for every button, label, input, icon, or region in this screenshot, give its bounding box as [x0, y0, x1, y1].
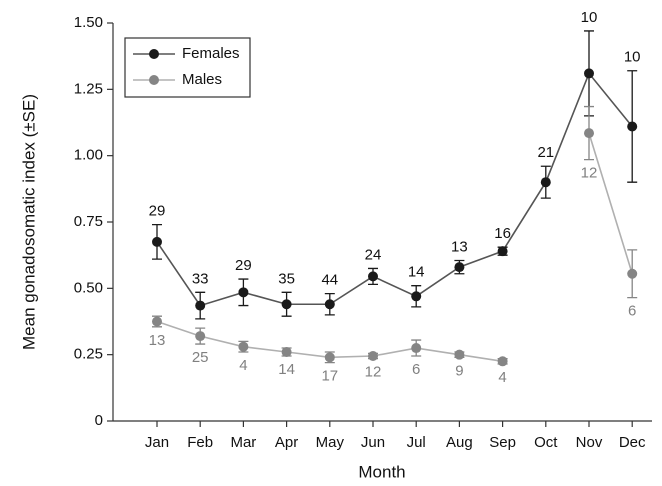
series-line [156, 132, 633, 363]
x-tick-label: Dec [619, 434, 646, 451]
data-point [627, 121, 638, 132]
y-tick-label: 1.00 [74, 147, 103, 164]
x-tick-label: Jan [145, 434, 169, 451]
legend-label: Males [182, 71, 222, 88]
sample-size-label: 21 [537, 144, 554, 161]
legend-box [124, 37, 251, 98]
sample-size-label: 25 [192, 349, 209, 366]
sample-size-label: 29 [235, 257, 252, 274]
sample-size-label: 16 [494, 225, 511, 242]
y-tick-label: 0.50 [74, 279, 103, 296]
x-tick-label: Nov [576, 434, 603, 451]
sample-size-label: 10 [581, 9, 598, 26]
y-tick-label: 0.75 [74, 213, 103, 230]
legend-marker [149, 75, 159, 85]
y-axis-label: Mean gonadosomatic index (±SE) [19, 94, 38, 350]
data-point [195, 331, 206, 342]
sample-size-label: 44 [321, 272, 338, 289]
data-point [411, 343, 422, 354]
data-point [454, 349, 465, 360]
x-tick-label: Apr [275, 434, 298, 451]
data-point [324, 352, 335, 363]
series-line [156, 71, 633, 307]
data-point [584, 128, 594, 139]
x-tick-label: Jul [407, 434, 426, 451]
y-tick-label: 1.25 [74, 80, 103, 97]
data-point [497, 246, 508, 257]
data-point [195, 300, 206, 311]
data-point [454, 262, 465, 273]
legend-label: Females [182, 45, 240, 62]
data-point [584, 68, 594, 79]
data-point [281, 299, 292, 310]
data-point [152, 236, 162, 247]
sample-size-label: 33 [192, 270, 209, 287]
sample-size-label: 29 [149, 203, 166, 220]
data-point [497, 356, 508, 367]
sample-size-label: 24 [365, 246, 382, 263]
data-point [238, 287, 249, 298]
sample-size-label: 14 [408, 264, 425, 281]
x-tick-label: Feb [187, 434, 213, 451]
x-tick-label: Jun [361, 434, 385, 451]
sample-size-label: 4 [239, 357, 247, 374]
sample-size-label: 12 [365, 364, 382, 381]
sample-size-label: 9 [455, 362, 463, 379]
data-point [540, 177, 551, 188]
data-point [281, 347, 292, 358]
x-tick-label: Aug [446, 434, 473, 451]
sample-size-label: 13 [149, 332, 166, 349]
sample-size-label: 6 [412, 361, 420, 378]
sample-size-label: 13 [451, 238, 468, 255]
x-tick-label: Mar [230, 434, 256, 451]
data-point [627, 268, 638, 279]
data-point [411, 291, 422, 302]
data-point [368, 271, 378, 282]
sample-size-label: 14 [278, 361, 295, 378]
data-point [238, 341, 249, 352]
y-tick-label: 1.50 [74, 14, 103, 31]
sample-size-label: 4 [498, 369, 506, 386]
sample-size-label: 6 [628, 303, 636, 320]
data-point [152, 316, 162, 327]
legend-marker [149, 49, 159, 59]
x-axis-label: Month [358, 462, 405, 481]
y-tick-label: 0.25 [74, 346, 103, 363]
sample-size-label: 12 [581, 165, 598, 182]
data-point [368, 350, 378, 361]
sample-size-label: 17 [321, 368, 338, 385]
x-tick-label: May [316, 434, 345, 451]
data-point [324, 299, 335, 310]
y-tick-label: 0 [95, 412, 103, 429]
x-tick-label: Sep [489, 434, 516, 451]
x-tick-label: Oct [534, 434, 558, 451]
sample-size-label: 35 [278, 270, 295, 287]
sample-size-label: 10 [624, 49, 641, 66]
